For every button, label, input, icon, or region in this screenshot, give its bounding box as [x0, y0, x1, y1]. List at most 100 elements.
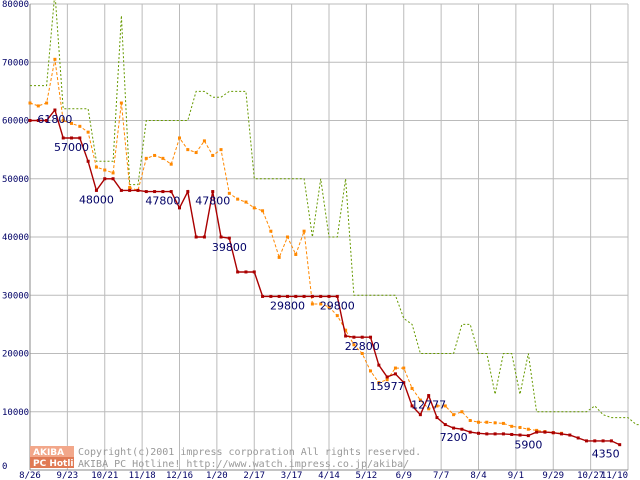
site-url-text: AKIBA PC Hotline! http://www.watch.impre…: [78, 459, 409, 470]
data-point-min: [236, 270, 240, 274]
data-point-min: [70, 136, 74, 140]
data-point-avg: [153, 153, 157, 157]
data-point-avg: [86, 130, 90, 134]
data-point-min: [227, 236, 231, 240]
data-point-min: [211, 190, 215, 194]
data-point-avg: [468, 418, 472, 422]
data-point-avg: [460, 410, 464, 414]
data-point-min: [252, 270, 256, 274]
data-point-min: [119, 188, 123, 192]
data-point-avg: [485, 420, 489, 424]
data-point-min: [319, 294, 323, 298]
data-point-min: [568, 433, 572, 437]
data-point-min: [369, 335, 373, 339]
data-point-avg: [443, 404, 447, 408]
x-tick-label: 12/16: [166, 471, 193, 480]
x-tick-label: 2/17: [243, 471, 265, 480]
data-point-min: [335, 294, 339, 298]
data-point-avg: [169, 162, 173, 166]
data-point-min: [418, 413, 422, 417]
data-point-min: [593, 439, 597, 443]
data-point-avg: [128, 185, 132, 189]
data-point-min: [186, 190, 190, 194]
data-point-min: [501, 432, 505, 436]
data-point-min: [269, 294, 273, 298]
data-point-avg: [103, 168, 107, 172]
data-point-avg: [236, 197, 240, 201]
logo-bottom-box: [30, 457, 74, 468]
data-point-avg: [319, 302, 323, 306]
data-point-min: [111, 177, 115, 181]
data-point-avg: [335, 314, 339, 318]
data-point-min: [443, 423, 447, 427]
x-tick-label: 1/20: [206, 471, 228, 480]
data-point-avg: [344, 328, 348, 332]
data-label: 4350: [592, 448, 620, 461]
data-point-avg: [360, 352, 364, 355]
data-point-min: [294, 294, 298, 298]
x-tick-label: 11/18: [129, 471, 156, 480]
data-point-min: [86, 159, 90, 163]
data-point-avg: [261, 209, 265, 213]
data-point-min: [153, 190, 157, 194]
data-point-min: [477, 431, 480, 435]
data-point-min: [609, 439, 613, 443]
data-point-min: [435, 416, 439, 420]
data-point-avg: [452, 413, 456, 417]
data-point-min: [543, 430, 547, 434]
data-point-avg: [302, 229, 306, 233]
data-point-min: [485, 432, 489, 436]
y-tick-label: 40000: [2, 233, 29, 243]
data-point-min: [103, 177, 107, 181]
x-tick-label: 10/21: [91, 471, 118, 480]
data-point-min: [510, 432, 514, 436]
data-point-min: [452, 426, 456, 430]
data-point-min: [377, 363, 381, 367]
data-point-avg: [269, 229, 273, 233]
data-point-min: [352, 335, 356, 339]
copyright-text: Copyright(c)2001 impress corporation All…: [78, 447, 421, 458]
x-tick-label: 4/14: [318, 471, 340, 480]
data-point-avg: [61, 119, 65, 122]
x-tick-label: 11/10: [601, 471, 628, 480]
x-tick-label: 6/9: [396, 471, 412, 480]
logo-top-box: [30, 446, 74, 457]
data-point-avg: [310, 302, 314, 306]
data-point-avg: [53, 57, 57, 61]
data-point-min: [576, 436, 580, 440]
x-tick-label: 10/27: [577, 471, 604, 480]
data-point-min: [61, 136, 65, 140]
data-point-avg: [535, 428, 539, 432]
data-point-min: [244, 270, 248, 274]
data-point-avg: [194, 151, 198, 155]
data-point-avg: [377, 381, 381, 385]
data-point-min: [468, 430, 472, 434]
data-point-min: [344, 334, 348, 338]
data-point-min: [402, 381, 406, 385]
data-point-min: [302, 294, 306, 298]
data-point-avg: [285, 235, 289, 239]
data-label: 29800: [270, 299, 305, 312]
x-tick-label: 3/17: [281, 471, 303, 480]
series-line-max: [30, 0, 640, 426]
data-point-min: [360, 335, 364, 339]
data-point-avg: [393, 366, 397, 370]
data-point-avg: [435, 404, 439, 408]
data-label: 47800: [195, 195, 230, 208]
data-point-min: [460, 427, 464, 431]
data-label: 5900: [514, 439, 542, 452]
data-label: 22800: [345, 340, 380, 353]
data-point-min: [285, 294, 289, 298]
data-point-min: [277, 294, 281, 298]
data-point-avg: [211, 153, 215, 157]
y-tick-label: 50000: [2, 175, 29, 185]
data-label: 39800: [212, 241, 247, 254]
data-point-avg: [70, 121, 74, 125]
data-point-min: [261, 294, 265, 298]
data-point-min: [202, 235, 206, 239]
data-point-min: [393, 372, 397, 376]
logo-bottom-text: PC Hotline: [33, 459, 86, 469]
data-point-avg: [518, 425, 522, 429]
credit-block: AKIBA PC Hotline Copyright(c)2001 impres…: [30, 446, 421, 470]
